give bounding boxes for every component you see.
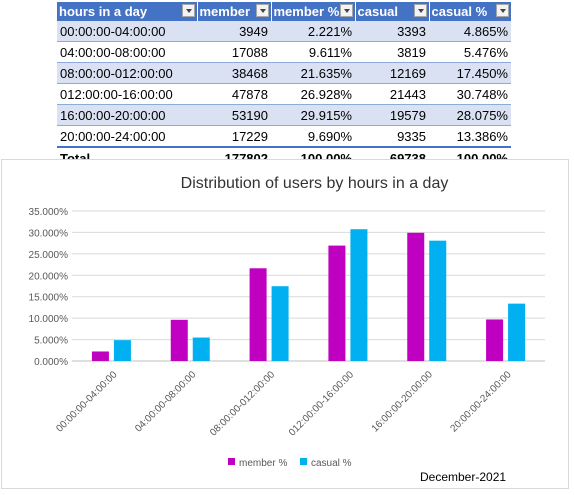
x-tick-label: 04:00:00-08:00:00 — [133, 369, 198, 434]
table-cell[interactable]: 21.635% — [271, 62, 355, 84]
bar-casual — [271, 286, 289, 361]
bar-member — [91, 351, 109, 361]
table-cell[interactable]: 2.221% — [271, 21, 355, 42]
table-row: 00:00:00-04:00:00 3949 2.221% 3393 4.865% — [57, 21, 511, 42]
table-cell[interactable]: 29.915% — [271, 104, 355, 126]
x-tick-label: 012:00:00-16:00:00 — [287, 369, 356, 438]
table-row: 08:00:00-012:00:00 38468 21.635% 12169 17.45… — [57, 62, 511, 84]
table-cell[interactable]: 4.865% — [429, 21, 511, 42]
table-cell[interactable]: 9335 — [355, 125, 429, 148]
header-member[interactable]: member — [197, 2, 272, 21]
chart-footnote: December-2021 — [420, 470, 507, 484]
table-cell[interactable]: 20:00:00-24:00:00 — [57, 125, 197, 148]
x-tick-label: 20:00:00-24:00:00 — [449, 369, 514, 434]
header-hours[interactable]: hours in a day — [57, 2, 198, 21]
x-tick-label: 16:00:00-20:00:00 — [370, 369, 435, 434]
table-cell[interactable]: 3393 — [355, 21, 429, 42]
bar-chart: Distribution of users by hours in a day 0… — [29, 175, 545, 469]
table-cell[interactable]: 26.928% — [271, 83, 355, 105]
table-cell[interactable]: 9.611% — [271, 41, 355, 63]
header-casual[interactable]: casual — [355, 2, 430, 21]
y-tick-label: 15.000% — [29, 293, 69, 304]
table-cell[interactable]: 5.476% — [429, 41, 511, 63]
bar-casual — [429, 240, 447, 361]
table-cell[interactable]: 08:00:00-012:00:00 — [57, 62, 197, 84]
bar-member — [170, 319, 188, 361]
chart-area[interactable]: Distribution of users by hours in a day 0… — [1, 159, 569, 489]
bar-member — [486, 319, 504, 361]
table-cell[interactable]: 47878 — [197, 83, 271, 105]
bar-casual — [113, 340, 131, 361]
legend-swatch — [228, 458, 235, 465]
bar-member — [407, 232, 425, 361]
table-cell[interactable]: 38468 — [197, 62, 271, 84]
table-cell[interactable]: 012:00:00-16:00:00 — [57, 83, 197, 105]
legend-swatch — [300, 458, 307, 465]
filter-dropdown-icon[interactable] — [339, 4, 353, 17]
x-tick-label: 00:00:00-04:00:00 — [54, 369, 119, 434]
chart-title: Distribution of users by hours in a day — [181, 175, 449, 192]
table-cell[interactable]: 28.075% — [429, 104, 511, 126]
header-casual-pct[interactable]: casual % — [429, 2, 512, 21]
table-cell[interactable]: 19579 — [355, 104, 429, 126]
table-cell[interactable]: 00:00:00-04:00:00 — [57, 21, 197, 42]
bar-casual — [350, 229, 368, 361]
y-tick-label: 10.000% — [29, 314, 69, 325]
table-row: 04:00:00-08:00:00 17088 9.611% 3819 5.476% — [57, 41, 511, 63]
table-cell[interactable]: 30.748% — [429, 83, 511, 105]
table-row: 16:00:00-20:00:00 53190 29.915% 19579 28.075… — [57, 104, 511, 126]
bar-member — [328, 245, 346, 361]
y-tick-label: 35.000% — [29, 207, 69, 218]
bar-member — [249, 268, 267, 361]
y-tick-label: 5.000% — [34, 336, 68, 347]
table-cell[interactable]: 17.450% — [429, 62, 511, 84]
table-cell[interactable]: 17088 — [197, 41, 271, 63]
filter-dropdown-icon[interactable] — [181, 4, 195, 17]
table-row: 20:00:00-24:00:00 17229 9.690% 9335 13.386% — [57, 125, 511, 148]
filter-dropdown-icon[interactable] — [255, 4, 269, 17]
legend-label: casual % — [311, 458, 352, 469]
x-tick-label: 08:00:00-012:00:00 — [208, 369, 277, 438]
y-tick-label: 20.000% — [29, 271, 69, 282]
y-tick-label: 25.000% — [29, 250, 69, 261]
header-member-pct[interactable]: member % — [271, 2, 356, 21]
legend-label: member % — [239, 458, 287, 469]
table-cell[interactable]: 12169 — [355, 62, 429, 84]
table-cell[interactable]: 13.386% — [429, 125, 511, 148]
y-tick-label: 0.000% — [34, 357, 68, 368]
y-tick-label: 30.000% — [29, 228, 69, 239]
table-header-row: hours in a day member member % casual ca… — [57, 2, 512, 21]
filter-dropdown-icon[interactable] — [495, 4, 509, 17]
filter-dropdown-icon[interactable] — [413, 4, 427, 17]
table-cell[interactable]: 3949 — [197, 21, 271, 42]
table-cell[interactable]: 21443 — [355, 83, 429, 105]
table-cell[interactable]: 04:00:00-08:00:00 — [57, 41, 197, 63]
table-cell[interactable]: 53190 — [197, 104, 271, 126]
table-cell[interactable]: 17229 — [197, 125, 271, 148]
bar-casual — [508, 303, 526, 361]
table-row: 012:00:00-16:00:00 47878 26.928% 21443 30.74… — [57, 83, 511, 105]
bar-casual — [192, 337, 210, 361]
table-cell[interactable]: 16:00:00-20:00:00 — [57, 104, 197, 126]
table-cell[interactable]: 9.690% — [271, 125, 355, 148]
table-cell[interactable]: 3819 — [355, 41, 429, 63]
summary-table: hours in a day member member % casual ca… — [57, 2, 512, 168]
